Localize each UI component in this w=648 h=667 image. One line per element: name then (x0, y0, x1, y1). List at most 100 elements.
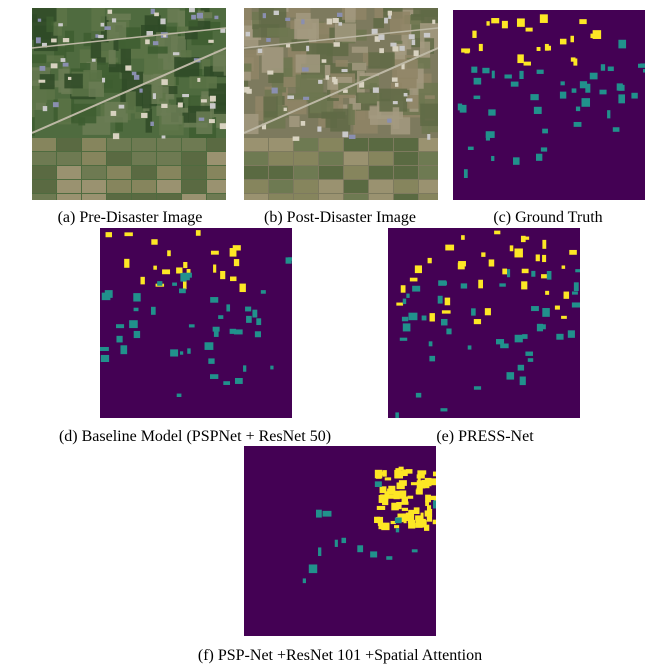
intact-building (607, 110, 610, 118)
intact-building (525, 352, 533, 356)
damaged-building (167, 250, 171, 256)
damaged-building (445, 298, 450, 306)
damaged-building (410, 278, 418, 282)
field (207, 152, 231, 165)
damaged-building (397, 482, 405, 489)
building (306, 46, 309, 51)
damaged-building (383, 470, 387, 477)
building (285, 18, 290, 21)
damaged-building (384, 491, 389, 498)
field (132, 180, 156, 193)
building (393, 101, 398, 104)
field (269, 180, 293, 193)
damaged-building (230, 277, 236, 282)
intact-building (474, 96, 481, 99)
intact-building (214, 331, 219, 336)
intact-building (177, 394, 182, 397)
image (235, 0, 446, 207)
intact-building (179, 288, 186, 293)
intact-building (531, 306, 539, 311)
intact-building (568, 330, 575, 337)
vegetation (262, 47, 284, 73)
damaged-building (401, 285, 406, 292)
damaged-building (542, 240, 546, 249)
vegetation (22, 72, 33, 93)
field (369, 152, 393, 165)
intact-building (542, 308, 550, 317)
damaged-building (396, 502, 401, 509)
damaged-building (479, 44, 483, 51)
intact-building (412, 549, 418, 552)
damaged-building (510, 245, 514, 251)
intact-building (335, 540, 338, 547)
field (32, 166, 56, 179)
intact-building (210, 374, 218, 379)
building (287, 95, 294, 99)
intact-building (134, 308, 139, 311)
intact-building (323, 511, 332, 517)
damaged-building (375, 470, 382, 478)
intact-building (100, 347, 109, 351)
field (294, 194, 318, 207)
building (182, 94, 189, 97)
building (209, 119, 215, 123)
field (157, 166, 181, 179)
vegetation (420, 104, 445, 126)
field (294, 152, 318, 165)
intact-building (534, 107, 542, 114)
vegetation (27, 99, 35, 110)
intact-building (318, 547, 321, 556)
building (274, 11, 279, 15)
intact-building (105, 290, 113, 298)
building (318, 80, 322, 84)
field (344, 180, 368, 193)
damaged-building (481, 252, 485, 256)
damaged-building (394, 525, 399, 528)
field (32, 180, 56, 193)
damaged-building (428, 258, 432, 263)
field (319, 152, 343, 165)
intact-building (471, 67, 477, 73)
field (419, 194, 443, 207)
field (57, 180, 81, 193)
intact-building (460, 105, 467, 113)
intact-building (556, 334, 563, 340)
building (220, 123, 226, 129)
intact-building (613, 127, 620, 132)
page: {"figure": {"panels": [ {"caption": "(a)… (0, 0, 648, 667)
field (82, 138, 106, 151)
damaged-building (570, 36, 574, 42)
building (293, 136, 300, 140)
building (210, 103, 216, 109)
building (178, 102, 183, 107)
vegetation (373, 18, 384, 28)
intact-building (608, 67, 614, 72)
damaged-building (540, 14, 548, 23)
intact-building (303, 578, 306, 583)
damaged-building (162, 269, 170, 274)
building (125, 65, 131, 70)
field (394, 138, 418, 151)
field (344, 138, 368, 151)
intact-building (531, 271, 535, 277)
vegetation (201, 0, 210, 12)
intact-building (504, 74, 511, 78)
damaged-building (213, 264, 216, 272)
field (107, 152, 131, 165)
intact-building (180, 351, 183, 354)
building (134, 75, 139, 80)
intact-building (541, 147, 547, 151)
field (32, 138, 56, 151)
damaged-building (461, 235, 465, 240)
building (51, 39, 57, 43)
building (432, 20, 435, 24)
intact-building (500, 344, 509, 349)
building (246, 89, 251, 94)
building (333, 18, 339, 23)
building (326, 75, 330, 79)
damaged-building (183, 262, 187, 268)
field (132, 152, 156, 165)
damaged-building (560, 39, 567, 45)
building (409, 34, 415, 39)
field (319, 180, 343, 193)
